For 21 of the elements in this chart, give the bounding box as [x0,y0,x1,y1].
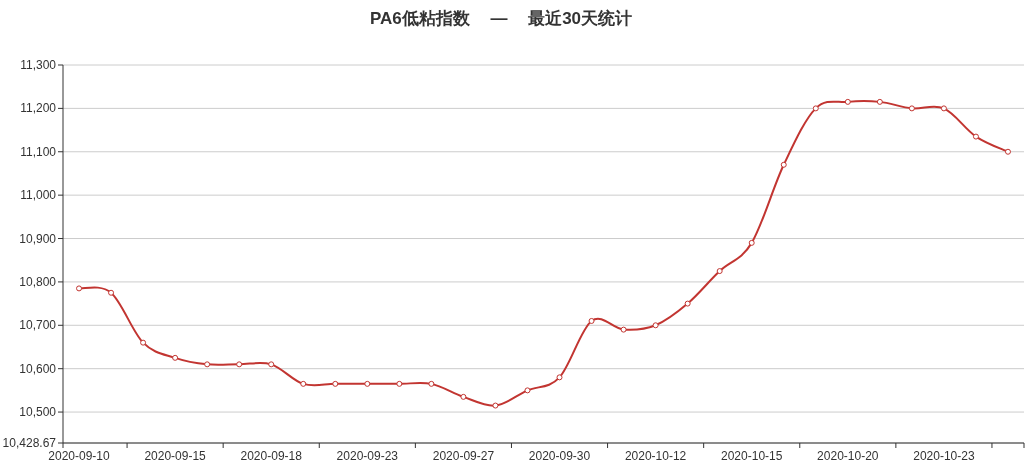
x-tick-label: 2020-09-23 [336,449,399,463]
x-tick-label: 2020-10-23 [913,449,975,463]
y-tick-label: 11,300 [20,58,57,72]
y-tick-label: 10,900 [19,231,57,246]
y-tick-label: 10,600 [19,361,57,376]
y-tick-label: 11,000 [20,188,57,203]
x-tick-label: 2020-09-10 [48,449,111,463]
x-tick-label: 2020-09-30 [528,449,591,463]
y-tick-label: 11,100 [20,144,57,159]
y-tick-label: 10,800 [19,274,57,289]
x-tick-label: 2020-09-27 [432,449,495,463]
y-tick-label: 10,428.67 [2,436,57,450]
x-tick-label: 2020-09-18 [240,449,303,463]
x-tick-label: 2020-10-12 [624,449,687,463]
y-tick-label: 10,700 [19,318,57,333]
chart-title: PA6低粘指数 — 最近30天统计 [369,9,633,28]
x-tick-label: 2020-10-20 [817,449,879,463]
x-tick-label: 2020-10-15 [721,449,783,463]
y-tick-label: 10,500 [19,405,57,420]
x-tick-label: 2020-09-15 [144,449,207,463]
y-tick-label: 11,200 [20,101,57,116]
